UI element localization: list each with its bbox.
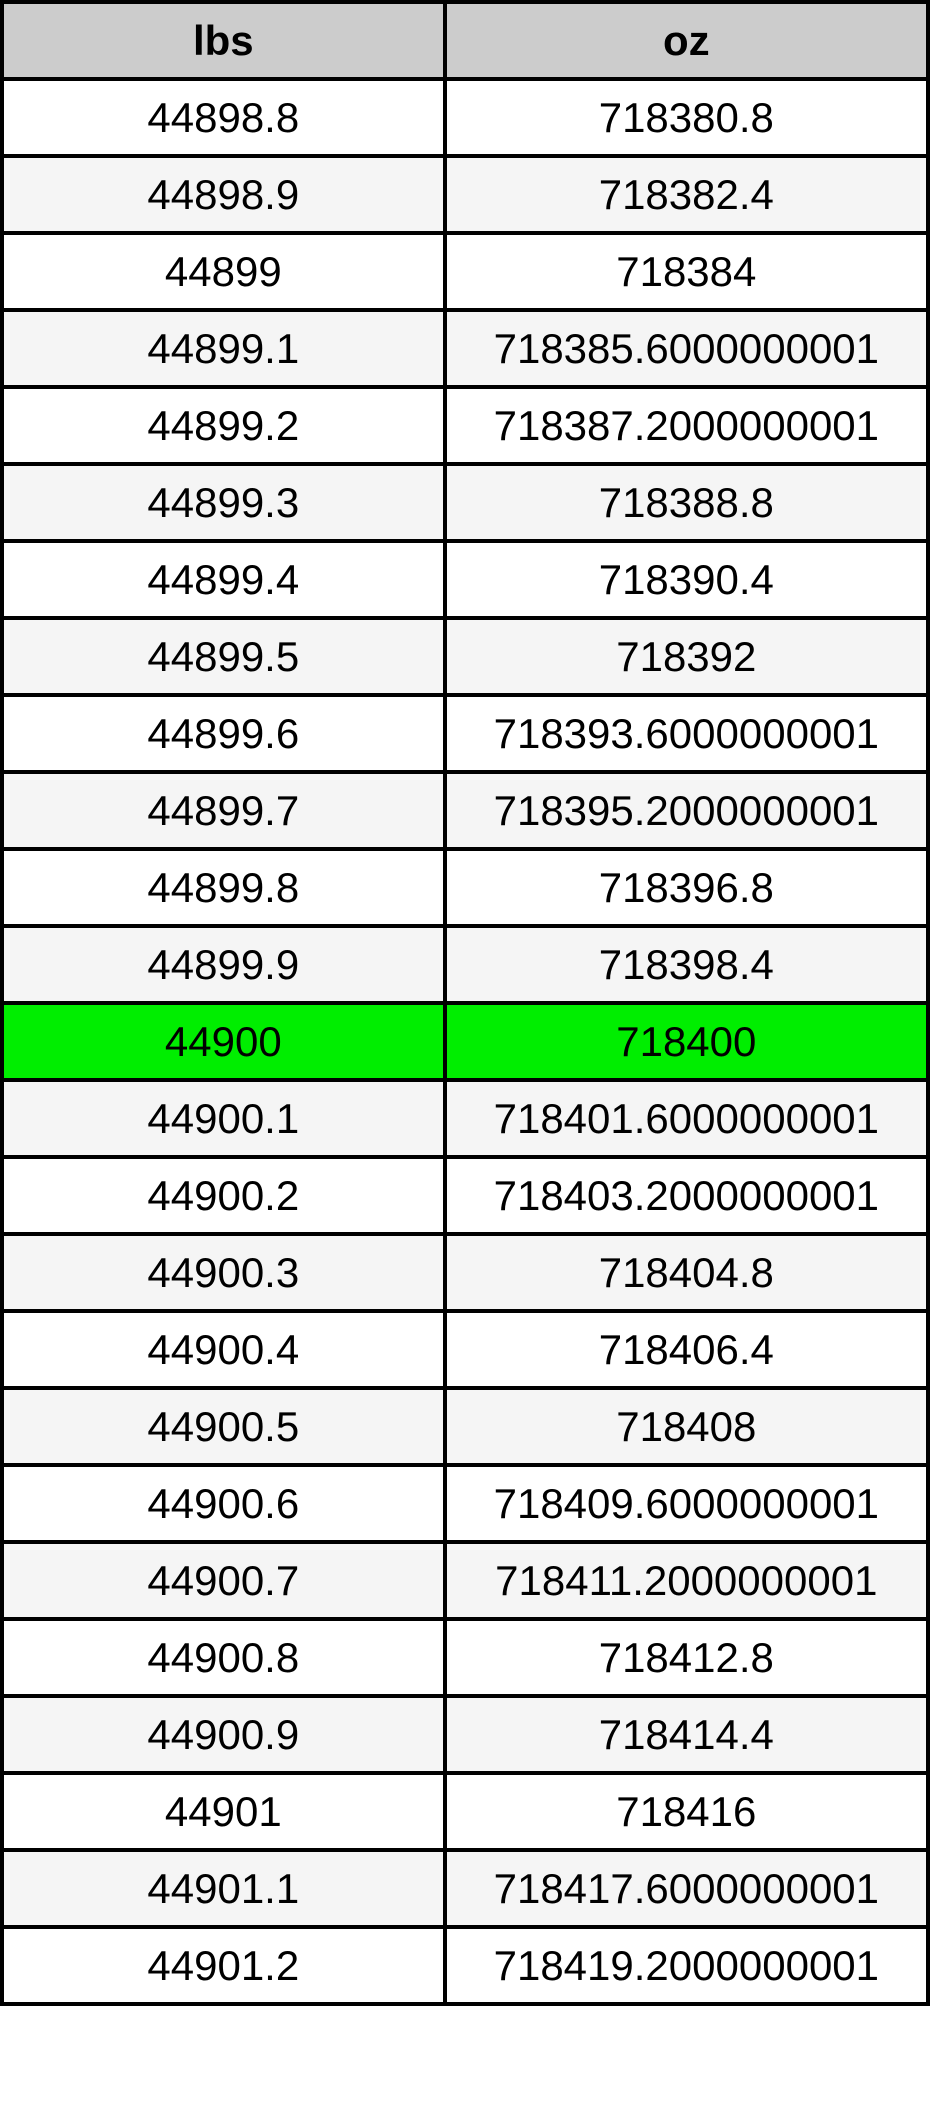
lbs-cell: 44899.7 [0,770,447,851]
lbs-cell: 44899.6 [0,693,447,774]
lbs-cell: 44899.3 [0,462,447,543]
table-row: 44900.6 718409.6000000001 [0,1463,930,1544]
oz-cell: 718412.8 [442,1617,930,1698]
table-row: 44899.2 718387.2000000001 [0,385,930,466]
table-row: 44899.6 718393.6000000001 [0,693,930,774]
lbs-cell: 44899.8 [0,847,447,928]
oz-cell: 718416 [442,1771,930,1852]
oz-cell: 718385.6000000001 [442,308,930,389]
lbs-cell: 44899.9 [0,924,447,1005]
lbs-cell: 44898.9 [0,154,447,235]
lbs-cell: 44901.2 [0,1925,447,2006]
table-row: 44901 718416 [0,1771,930,1852]
oz-cell: 718392 [442,616,930,697]
oz-cell: 718403.2000000001 [442,1155,930,1236]
table-row: 44899.5 718392 [0,616,930,697]
oz-cell: 718393.6000000001 [442,693,930,774]
oz-cell: 718398.4 [442,924,930,1005]
table-row: 44898.8 718380.8 [0,77,930,158]
lbs-cell: 44901 [0,1771,447,1852]
lbs-cell: 44900.3 [0,1232,447,1313]
table-row: 44899.8 718396.8 [0,847,930,928]
col-header-lbs: lbs [0,0,447,81]
oz-cell: 718388.8 [442,462,930,543]
table-row: 44900.3 718404.8 [0,1232,930,1313]
highlighted-row: 44900 718400 [0,1001,930,1082]
lbs-cell: 44900.1 [0,1078,447,1159]
oz-cell: 718382.4 [442,154,930,235]
lbs-cell: 44899 [0,231,447,312]
table-row: 44899.9 718398.4 [0,924,930,1005]
table-row: 44900.9 718414.4 [0,1694,930,1775]
lbs-cell: 44900.2 [0,1155,447,1236]
oz-cell: 718400 [442,1001,930,1082]
lbs-to-oz-conversion-table: lbs oz 44898.8 718380.8 44898.9 718382.4 448… [0,0,930,2006]
col-header-oz: oz [442,0,930,81]
table-row: 44899 718384 [0,231,930,312]
lbs-cell: 44899.5 [0,616,447,697]
oz-cell: 718390.4 [442,539,930,620]
oz-cell: 718408 [442,1386,930,1467]
lbs-cell: 44898.8 [0,77,447,158]
table-header: lbs oz [0,0,930,81]
table-row: 44899.7 718395.2000000001 [0,770,930,851]
lbs-cell: 44900.8 [0,1617,447,1698]
table-row: 44899.4 718390.4 [0,539,930,620]
oz-cell: 718414.4 [442,1694,930,1775]
table-row: 44901.1 718417.6000000001 [0,1848,930,1929]
table-row: 44901.2 718419.2000000001 [0,1925,930,2006]
oz-cell: 718401.6000000001 [442,1078,930,1159]
oz-cell: 718384 [442,231,930,312]
header-row: lbs oz [0,0,930,81]
oz-cell: 718380.8 [442,77,930,158]
lbs-cell: 44899.4 [0,539,447,620]
table-row: 44898.9 718382.4 [0,154,930,235]
oz-cell: 718411.2000000001 [442,1540,930,1621]
table-row: 44899.3 718388.8 [0,462,930,543]
conversion-table-body: 44898.8 718380.8 44898.9 718382.4 44899 71838… [0,77,930,2006]
table-row: 44900.8 718412.8 [0,1617,930,1698]
lbs-cell: 44900.5 [0,1386,447,1467]
lbs-cell: 44899.2 [0,385,447,466]
table-row: 44899.1 718385.6000000001 [0,308,930,389]
oz-cell: 718387.2000000001 [442,385,930,466]
oz-cell: 718417.6000000001 [442,1848,930,1929]
oz-cell: 718406.4 [442,1309,930,1390]
oz-cell: 718396.8 [442,847,930,928]
table-row: 44900.7 718411.2000000001 [0,1540,930,1621]
lbs-cell: 44901.1 [0,1848,447,1929]
table-row: 44900.2 718403.2000000001 [0,1155,930,1236]
table-row: 44900.4 718406.4 [0,1309,930,1390]
oz-cell: 718395.2000000001 [442,770,930,851]
lbs-cell: 44900.9 [0,1694,447,1775]
table-row: 44900.1 718401.6000000001 [0,1078,930,1159]
oz-cell: 718419.2000000001 [442,1925,930,2006]
lbs-cell: 44900.7 [0,1540,447,1621]
oz-cell: 718409.6000000001 [442,1463,930,1544]
lbs-cell: 44899.1 [0,308,447,389]
lbs-cell: 44900.4 [0,1309,447,1390]
lbs-cell: 44900.6 [0,1463,447,1544]
table-row: 44900.5 718408 [0,1386,930,1467]
lbs-cell: 44900 [0,1001,447,1082]
oz-cell: 718404.8 [442,1232,930,1313]
